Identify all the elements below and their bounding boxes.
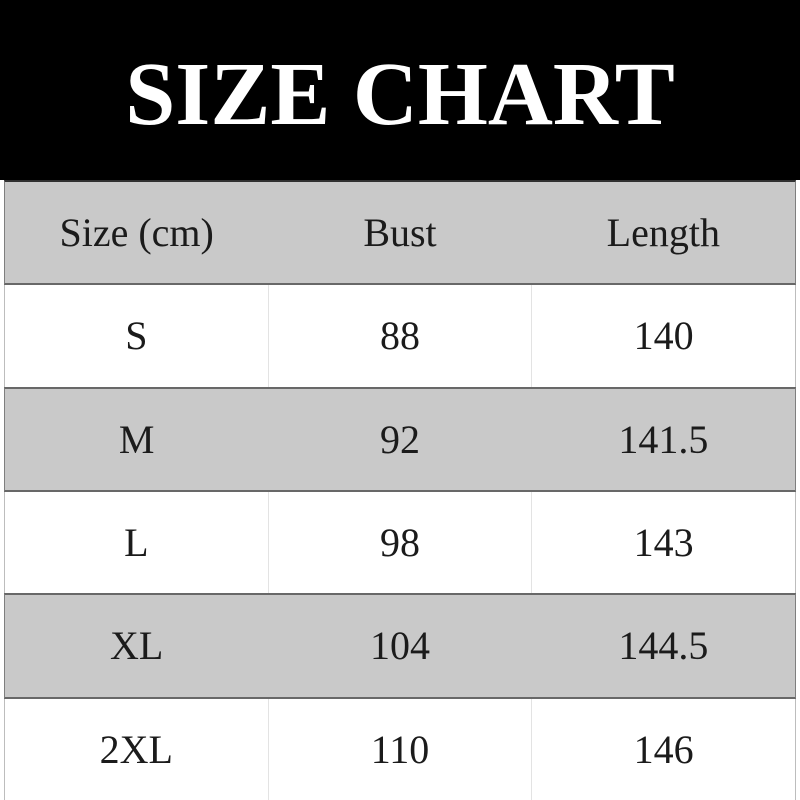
bust-cell: 92 [379, 416, 420, 462]
table-row-s: S 88 140 [4, 285, 796, 387]
column-header-length: Length [606, 210, 720, 256]
size-cell: 2XL [99, 726, 173, 772]
size-cell: XL [110, 623, 164, 669]
column-header-bust: Bust [363, 210, 437, 256]
bust-cell: 104 [369, 623, 430, 669]
size-cell: S [125, 313, 148, 359]
banner-title: SIZE CHART [125, 45, 675, 144]
column-header-size: Size (cm) [59, 210, 214, 256]
table-header-row: Size (cm) Bust Length [4, 180, 796, 286]
size-cell: M [118, 416, 155, 462]
banner: SIZE CHART [0, 0, 800, 180]
bust-cell: 88 [267, 285, 532, 387]
size-table: Size (cm) Bust Length S 88 140 M 92 141.… [4, 180, 796, 800]
length-cell: 143 [531, 491, 795, 594]
table-row-l: L 98 143 [4, 491, 796, 594]
table-row-2xl: 2XL 110 146 [4, 698, 796, 800]
length-cell: 140 [531, 285, 795, 387]
length-cell: 146 [531, 698, 795, 800]
size-cell: L [124, 520, 149, 566]
table-row-xl: XL 104 144.5 [4, 593, 796, 699]
bust-cell: 98 [267, 491, 532, 594]
bust-cell: 110 [267, 698, 532, 800]
table-row-m: M 92 141.5 [4, 386, 796, 492]
length-cell: 141.5 [618, 416, 709, 462]
length-cell: 144.5 [618, 623, 709, 669]
